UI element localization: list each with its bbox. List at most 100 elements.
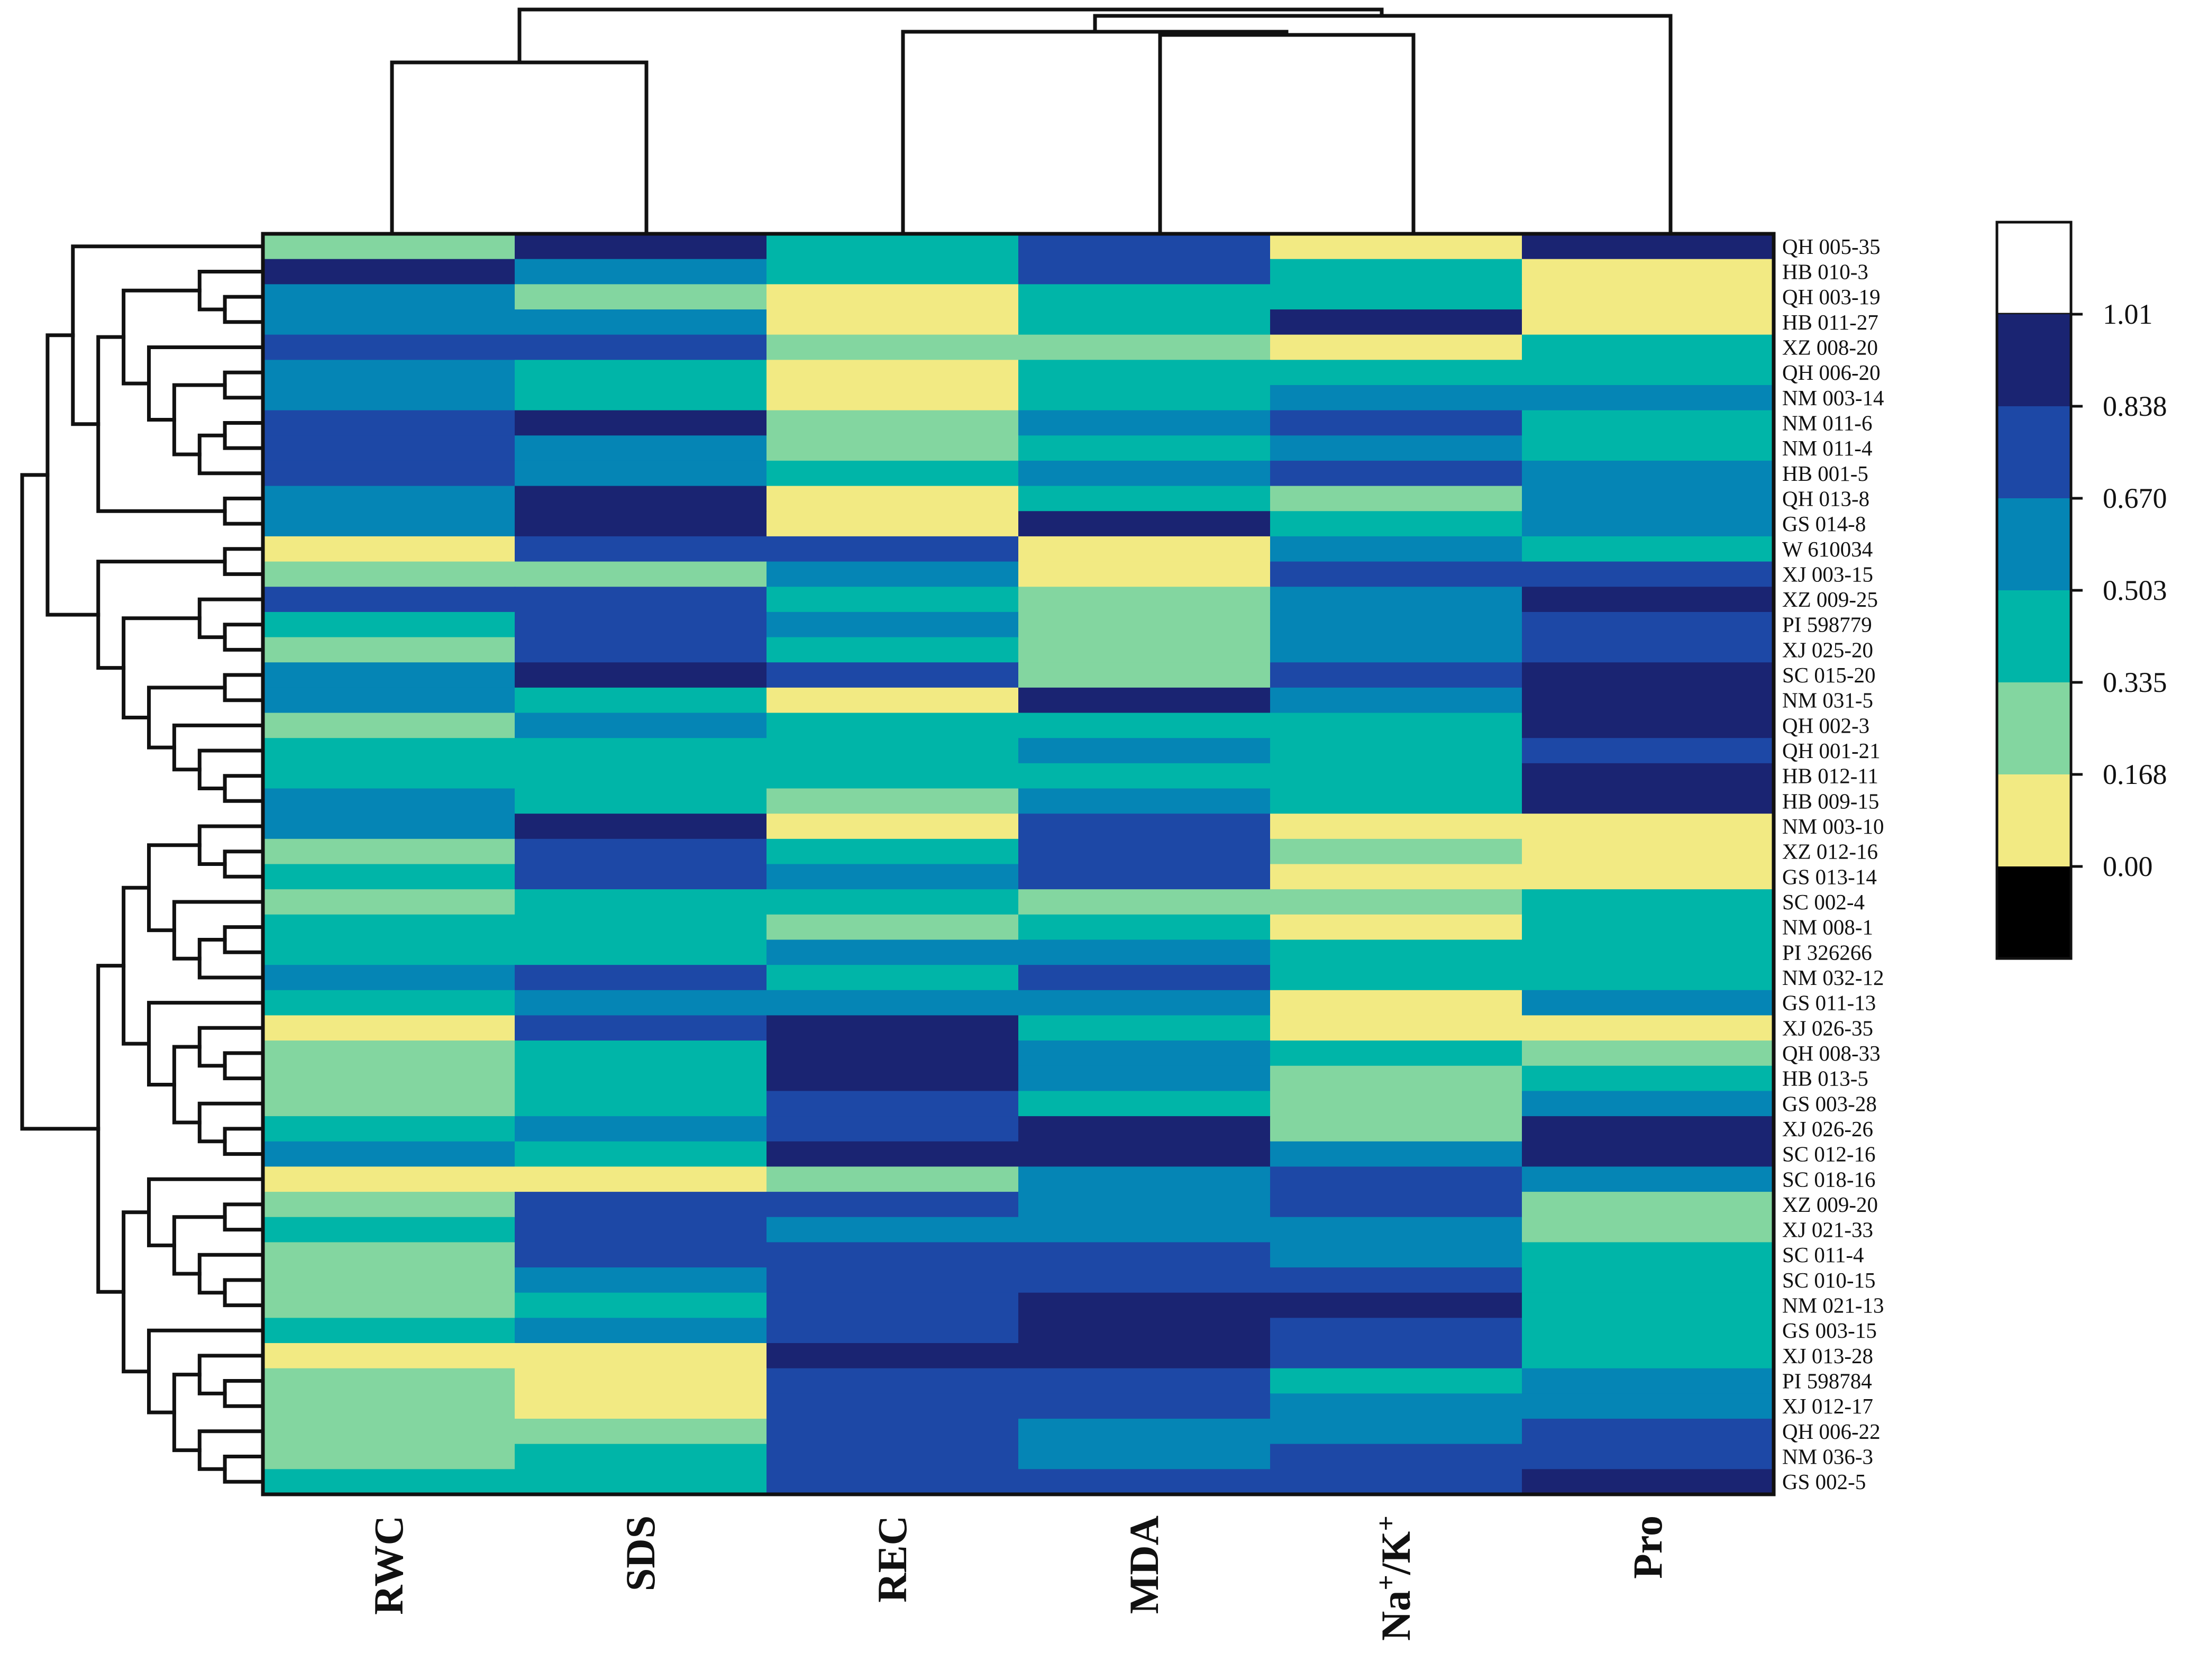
colorbar-swatch (1997, 590, 2071, 682)
heatmap-cell (767, 1318, 1019, 1344)
heatmap-cell (767, 914, 1019, 941)
row-label: SC 011-4 (1782, 1243, 1864, 1267)
heatmap-cell (767, 561, 1019, 588)
heatmap-cell (515, 1419, 767, 1445)
heatmap-frame (261, 232, 1776, 1496)
row-label: SC 012-16 (1782, 1142, 1876, 1166)
heatmap-cell (1522, 662, 1774, 688)
row-dendrogram-branch (172, 900, 265, 961)
heatmap-cell (515, 662, 767, 688)
heatmap-cell (1522, 864, 1774, 890)
row-dendrogram-branch (172, 1045, 202, 1125)
row-label: NM 031-5 (1782, 688, 1873, 713)
row-dendrogram-branch (197, 270, 265, 312)
heatmap-cell (1522, 309, 1774, 335)
heatmap-cell (1522, 1040, 1774, 1066)
heatmap-cell (515, 1393, 767, 1419)
colorbar-tick-label: 0.335 (2103, 666, 2167, 698)
heatmap-cell (767, 1065, 1019, 1092)
row-label: XJ 025-20 (1782, 637, 1873, 662)
heatmap-cell (515, 536, 767, 562)
heatmap-cell (1270, 1091, 1522, 1117)
heatmap-cell (1270, 864, 1522, 890)
heatmap-cell (263, 1419, 515, 1445)
row-label: QH 013-8 (1782, 486, 1869, 510)
heatmap-cell (767, 1444, 1019, 1470)
heatmap-cell (767, 1141, 1019, 1167)
colorbar-tick-label: 1.01 (2103, 298, 2153, 330)
heatmap-cell (1522, 460, 1774, 487)
heatmap-cell (1522, 1444, 1774, 1470)
heatmap-cell (263, 1242, 515, 1268)
row-dendrogram-branch (197, 748, 265, 790)
heatmap-cell (515, 1267, 767, 1293)
heatmap-cell (1522, 1015, 1774, 1041)
heatmap-cell (767, 814, 1019, 839)
heatmap-cell (263, 536, 515, 562)
row-label: PI 598779 (1782, 613, 1872, 637)
row-label: SC 015-20 (1782, 663, 1876, 687)
row-label: QH 006-22 (1782, 1419, 1881, 1444)
heatmap-cell (515, 334, 767, 361)
heatmap-cell (515, 1368, 767, 1394)
heatmap-cell (1522, 914, 1774, 941)
heatmap-cell (1018, 637, 1271, 663)
heatmap-cell (1522, 611, 1774, 638)
heatmap-cell (515, 360, 767, 386)
heatmap-cell (263, 1393, 515, 1419)
heatmap-cell (767, 687, 1019, 714)
heatmap-cell (515, 990, 767, 1016)
row-dendrogram-branch (197, 1354, 265, 1395)
heatmap-cell (1018, 561, 1271, 588)
heatmap-cell (1522, 1343, 1774, 1369)
heatmap-cell (1270, 385, 1522, 411)
heatmap-cell (1522, 234, 1774, 260)
heatmap-cell (263, 1040, 515, 1066)
heatmap-cell (1018, 1141, 1271, 1167)
heatmap-cell (1522, 1166, 1774, 1192)
heatmap-cell (515, 1091, 767, 1117)
row-dendrogram-branch (197, 824, 265, 866)
heatmap-cell (263, 1318, 515, 1344)
heatmap-cell (767, 1343, 1019, 1369)
heatmap-cell (1270, 334, 1522, 361)
heatmap-cell (1522, 814, 1774, 839)
heatmap-cell (515, 914, 767, 941)
heatmap-cell (1522, 1419, 1774, 1445)
heatmap-cell (1270, 1419, 1522, 1445)
heatmap-cell (1018, 1469, 1271, 1495)
heatmap-cell (1018, 1217, 1271, 1243)
heatmap-cell (1522, 1318, 1774, 1344)
heatmap-cell (767, 410, 1019, 436)
heatmap-cell (1522, 536, 1774, 562)
heatmap-cell (1522, 1469, 1774, 1495)
heatmap-cell (767, 788, 1019, 814)
heatmap-cell (515, 611, 767, 638)
heatmap-cell (515, 814, 767, 839)
heatmap-cell (515, 838, 767, 865)
row-label: NM 008-1 (1782, 915, 1873, 939)
colorbar-swatch (1997, 682, 2071, 774)
heatmap-cell (1018, 1393, 1271, 1419)
heatmap-cell (1018, 1192, 1271, 1218)
heatmap-cell (767, 284, 1019, 310)
heatmap-cell (1270, 460, 1522, 487)
heatmap-cell (263, 1469, 515, 1495)
heatmap-cell (515, 1343, 767, 1369)
heatmap-cell (1018, 1040, 1271, 1066)
heatmap-cell (1018, 1292, 1271, 1319)
heatmap-cell (263, 435, 515, 461)
heatmap-cell (263, 687, 515, 714)
column-label: Pro (1625, 1515, 1671, 1579)
heatmap-cell (1522, 788, 1774, 814)
heatmap-cell (515, 1141, 767, 1167)
heatmap-cell (767, 965, 1019, 991)
heatmap-cell (1522, 889, 1774, 915)
heatmap-cell (1522, 1368, 1774, 1394)
heatmap-cell (767, 435, 1019, 461)
heatmap-cell (1270, 1242, 1522, 1268)
heatmap-cell (263, 713, 515, 738)
heatmap-cell (1270, 1267, 1522, 1293)
row-dendrogram-branch (223, 1278, 265, 1308)
heatmap-cell (263, 1065, 515, 1092)
